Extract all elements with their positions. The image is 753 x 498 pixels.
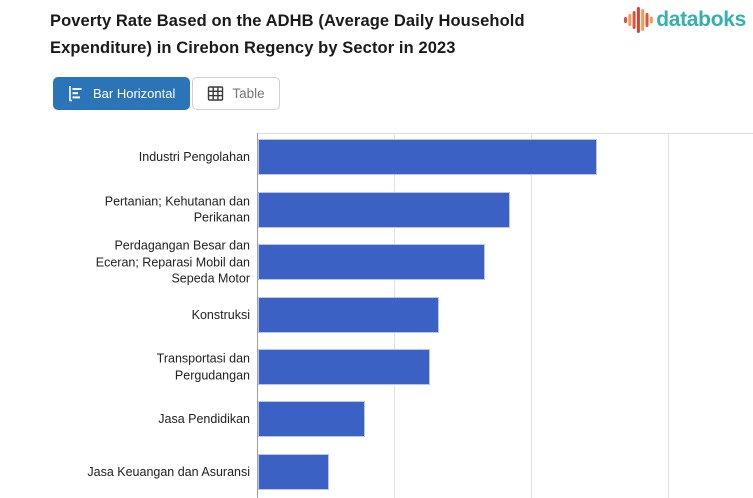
page-title: Poverty Rate Based on the ADHB (Average … (50, 8, 595, 62)
table-button-label: Table (232, 86, 265, 101)
chart-bar[interactable] (258, 401, 365, 438)
category-label: Jasa Pendidikan (158, 412, 250, 427)
bar-horizontal-button-label: Bar Horizontal (93, 86, 176, 101)
page-title-line2: Expenditure) in Cirebon Regency by Secto… (50, 39, 456, 57)
category-axis-line (257, 133, 258, 498)
page-title-line1: Poverty Rate Based on the ADHB (Average … (50, 12, 525, 30)
chart-bar[interactable] (258, 244, 485, 281)
chart-bar[interactable] (258, 296, 439, 333)
chart-view-toolbar: Bar Horizontal Table (53, 77, 280, 110)
value-gridline (667, 133, 669, 498)
chart-bar[interactable] (258, 139, 597, 176)
chart-bar[interactable] (258, 349, 430, 385)
plot-top-border (257, 133, 753, 134)
category-label: Jasa Keuangan dan Asuransi (87, 464, 250, 479)
category-label: Konstruksi (191, 307, 250, 322)
databoks-logo-text: databoks (656, 8, 746, 31)
chart-bar[interactable] (258, 191, 510, 228)
bar-horizontal-button[interactable]: Bar Horizontal (53, 77, 191, 110)
databoks-logo[interactable]: databoks (624, 5, 746, 35)
category-label: Transportasi dan Pergudangan (156, 351, 250, 383)
bar-horizontal-icon (68, 85, 85, 102)
databoks-logo-icon (624, 6, 654, 34)
category-label: Industri Pengolahan (138, 150, 250, 165)
chart-bar[interactable] (258, 453, 329, 490)
table-icon (207, 85, 224, 102)
category-label: Pertanian; Kehutanan dan Perikanan (104, 194, 250, 225)
table-button[interactable]: Table (192, 77, 280, 110)
value-gridline (531, 133, 532, 498)
category-label: Perdagangan Besar dan Eceran; Reparasi Mo… (95, 238, 250, 286)
